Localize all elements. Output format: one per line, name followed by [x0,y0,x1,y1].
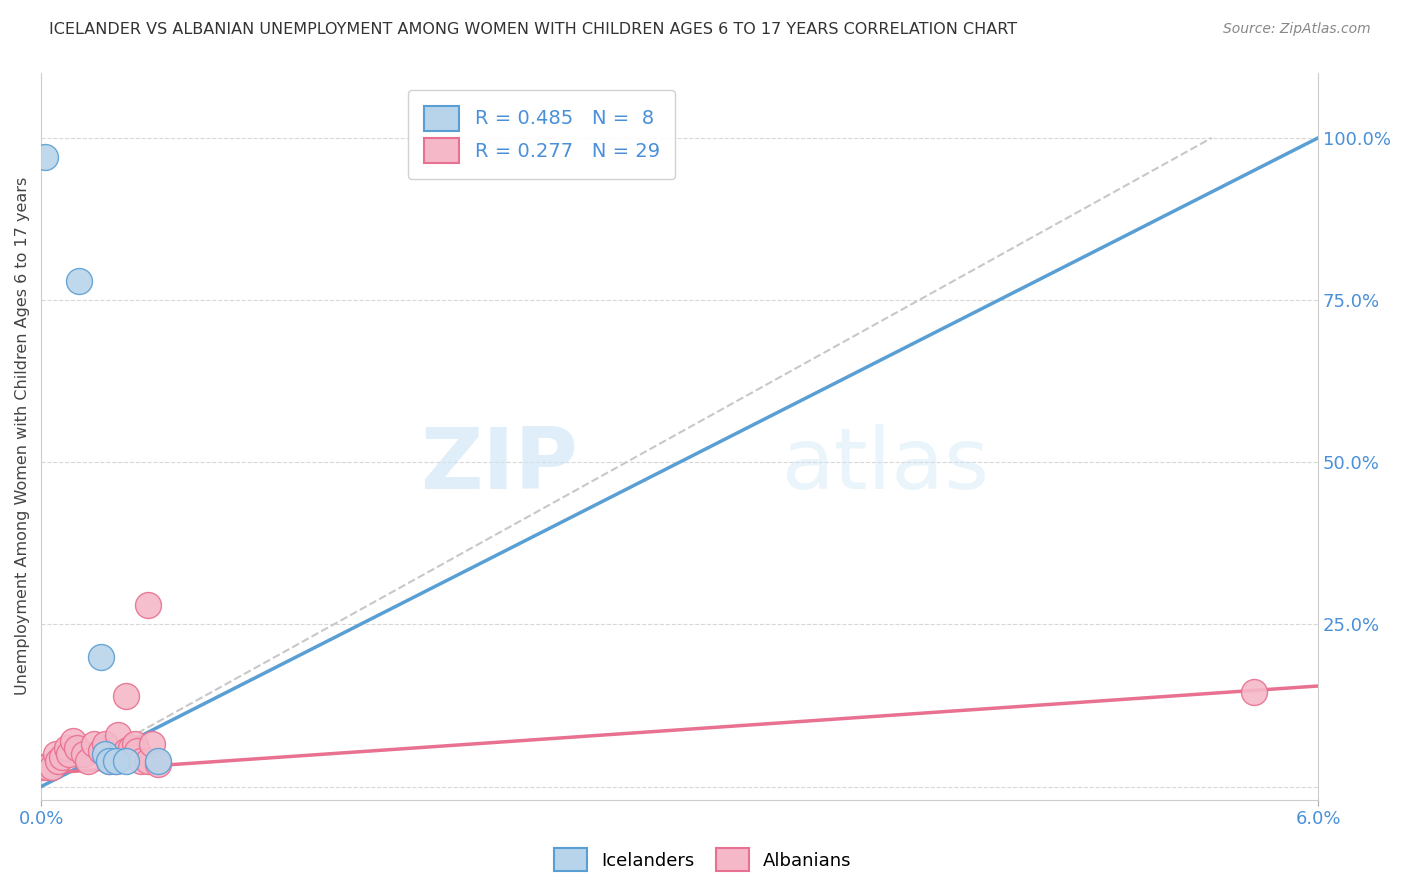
Point [1243,685,1265,699]
Point [34,150,56,164]
Text: atlas: atlas [782,424,990,507]
Point [32,760,55,774]
Point [66,740,89,755]
Point [125,744,148,758]
Text: ZIP: ZIP [420,424,578,507]
Legend: Icelanders, Albanians: Icelanders, Albanians [547,841,859,879]
Point [67,274,90,288]
Point [120,740,142,755]
Point [45,747,67,761]
Point [98,754,121,768]
Point [58,747,80,761]
Point [136,754,159,768]
Point [115,744,138,758]
Point [146,754,169,768]
Point [129,754,152,768]
Point [107,728,129,742]
Point [94,738,117,752]
Point [46,754,69,768]
Point [73,747,96,761]
Point [77,754,100,768]
Point [141,738,163,752]
Legend: R = 0.485   N =  8, R = 0.277   N = 29: R = 0.485 N = 8, R = 0.277 N = 29 [408,90,675,178]
Text: Source: ZipAtlas.com: Source: ZipAtlas.com [1223,22,1371,37]
Point [98,754,121,768]
Point [115,689,138,703]
Point [37,760,59,774]
Point [115,754,138,768]
Point [104,754,127,768]
Text: ICELANDER VS ALBANIAN UNEMPLOYMENT AMONG WOMEN WITH CHILDREN AGES 6 TO 17 YEARS : ICELANDER VS ALBANIAN UNEMPLOYMENT AMONG… [49,22,1018,37]
Point [51,750,73,764]
Point [55,740,77,755]
Point [136,598,159,612]
Point [41,760,63,774]
Y-axis label: Unemployment Among Women with Children Ages 6 to 17 years: Unemployment Among Women with Children A… [15,178,30,696]
Point [94,747,117,761]
Point [124,738,146,752]
Point [62,734,84,748]
Point [146,756,169,771]
Point [90,649,112,664]
Point [104,754,127,768]
Point [83,738,105,752]
Point [90,744,112,758]
